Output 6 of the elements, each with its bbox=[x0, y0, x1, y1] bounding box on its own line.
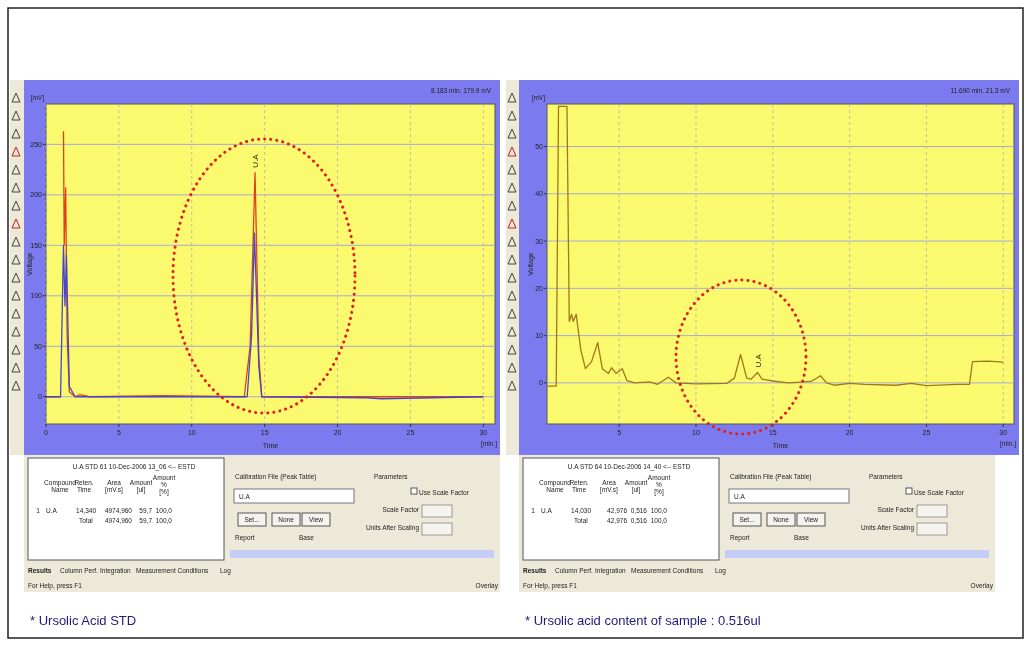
annotation: U.A bbox=[753, 353, 763, 368]
annotation: U.A bbox=[251, 153, 261, 168]
line-series bbox=[45, 232, 484, 400]
text: * Ursolic Acid STD bbox=[30, 613, 137, 628]
line-series bbox=[546, 105, 1004, 387]
text: * Ursolic acid content of sample : 0.516ul bbox=[525, 613, 761, 628]
